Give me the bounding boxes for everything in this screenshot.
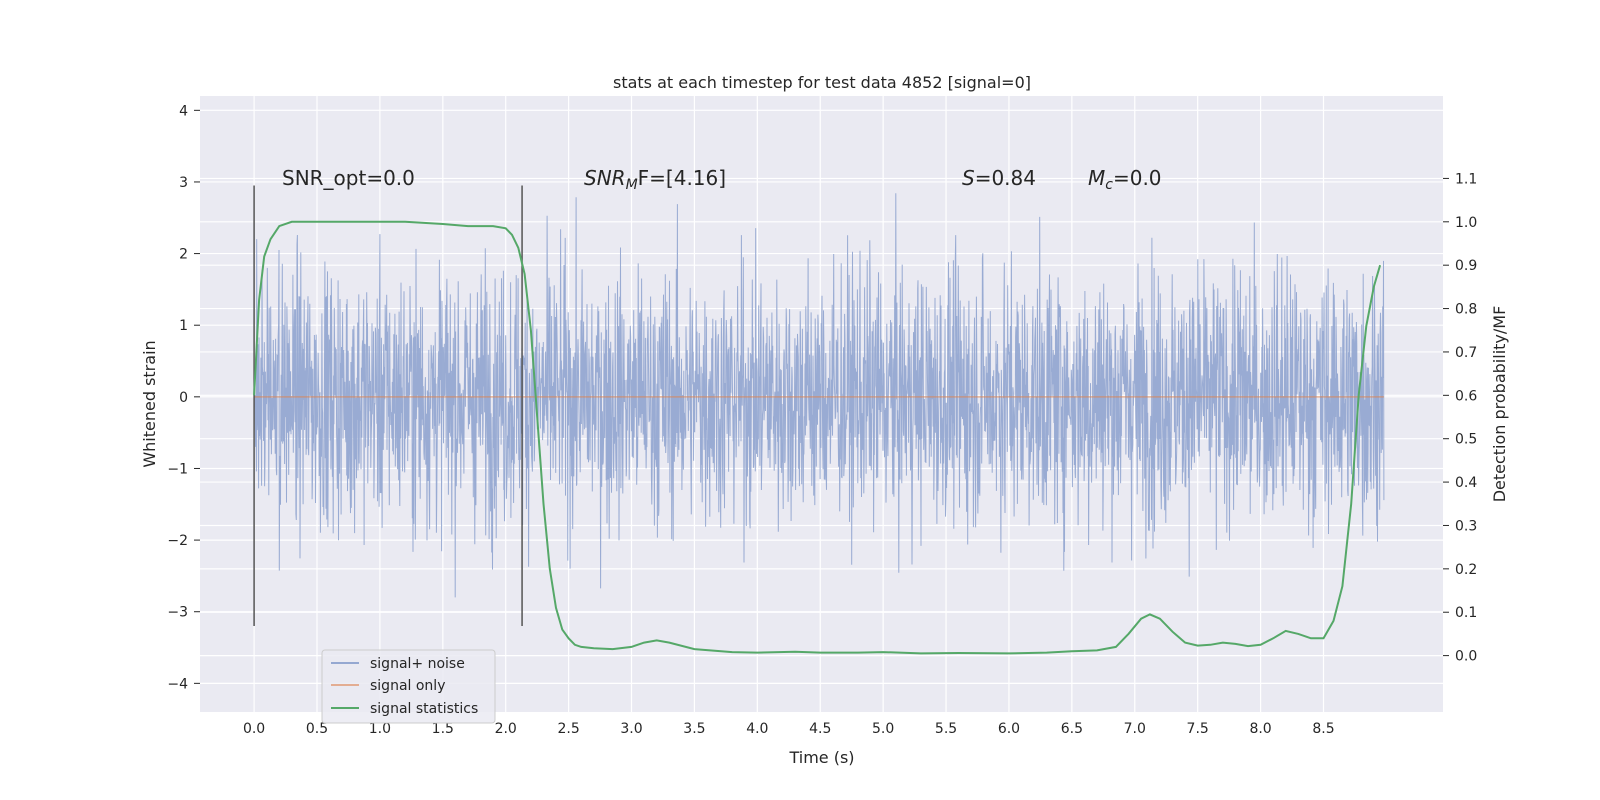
y2-tick-label: 1.1 (1455, 171, 1477, 187)
x-tick-label: 1.5 (432, 721, 454, 737)
y-tick-label: −4 (167, 676, 188, 692)
chart-title: stats at each timestep for test data 485… (613, 73, 1031, 92)
y2-tick-label: 0.8 (1455, 302, 1477, 318)
x-tick-label: 3.5 (683, 721, 705, 737)
x-tick-label: 5.0 (872, 721, 894, 737)
x-axis-label: Time (s) (788, 748, 854, 767)
legend-label-signal-only: signal only (370, 678, 445, 694)
vlines (253, 185, 523, 627)
y2-tick-label: 0.1 (1455, 605, 1477, 621)
annotation-snr-mf: SNRMF=[4.16] (584, 166, 726, 193)
y-tick-label: −3 (167, 605, 188, 621)
y2-tick-label: 0.6 (1455, 388, 1477, 404)
y2-tick-label: 0.9 (1455, 258, 1477, 274)
y-ticks: 4 3 2 1 0 −1 −2 −3 −4 (167, 103, 200, 692)
x-tick-label: 6.5 (1061, 721, 1083, 737)
y-tick-label: −2 (167, 533, 188, 549)
signal-statistics-line (253, 220, 1382, 655)
legend: signal+ noise signal only signal statist… (321, 649, 496, 724)
y2-tick-label: 0.4 (1455, 475, 1477, 491)
y2-tick-label: 0.5 (1455, 432, 1477, 448)
y-tick-label: 1 (179, 318, 188, 334)
x-ticks: 0.0 0.5 1.0 1.5 2.0 2.5 3.0 3.5 4.0 4.5 5.0 5.5 6.0 6… (243, 721, 1335, 737)
x-tick-label: 4.0 (746, 721, 768, 737)
x-tick-label: 7.0 (1124, 721, 1146, 737)
signal-noise-trace (253, 193, 1385, 598)
y2-tick-label: 0.2 (1455, 562, 1477, 578)
legend-label-signal-statistics: signal statistics (370, 701, 478, 717)
x-tick-label: 1.0 (369, 721, 391, 737)
x-tick-label: 8.5 (1312, 721, 1334, 737)
y-tick-label: 4 (179, 103, 188, 119)
x-tick-label: 0.5 (306, 721, 328, 737)
legend-box (321, 649, 496, 724)
annotation-snr-opt: SNR_opt=0.0 (282, 166, 415, 190)
x-tick-label: 7.5 (1187, 721, 1209, 737)
x-tick-label: 4.5 (809, 721, 831, 737)
annotation-s: S=0.84 (962, 166, 1036, 190)
x-tick-label: 6.0 (998, 721, 1020, 737)
y2-ticks: 1.1 1.0 0.9 0.8 0.7 0.6 0.5 0.4 0.3 0.2 0.1 0.0 (1443, 171, 1477, 665)
legend-label-signal-noise: signal+ noise (370, 656, 465, 672)
y-tick-label: 2 (179, 247, 188, 263)
x-tick-label: 2.0 (495, 721, 517, 737)
y-tick-label: 0 (179, 390, 188, 406)
y2-tick-label: 0.0 (1455, 649, 1477, 665)
x-tick-label: 8.0 (1249, 721, 1271, 737)
y-axis-label: Whitened strain (140, 340, 159, 467)
y2-tick-label: 0.3 (1455, 518, 1477, 534)
signal-noise-series (253, 193, 1385, 598)
y-tick-label: 3 (179, 175, 188, 191)
annotation-mc: Mc=0.0 (1088, 166, 1162, 193)
x-tick-label: 5.5 (935, 721, 957, 737)
y2-tick-label: 1.0 (1455, 215, 1477, 231)
y-tick-label: −1 (167, 461, 188, 477)
x-tick-label: 0.0 (243, 721, 265, 737)
x-tick-label: 2.5 (557, 721, 579, 737)
x-tick-label: 3.0 (620, 721, 642, 737)
y2-tick-label: 0.7 (1455, 345, 1477, 361)
y2-axis-label: Detection probability/MF (1490, 306, 1509, 503)
